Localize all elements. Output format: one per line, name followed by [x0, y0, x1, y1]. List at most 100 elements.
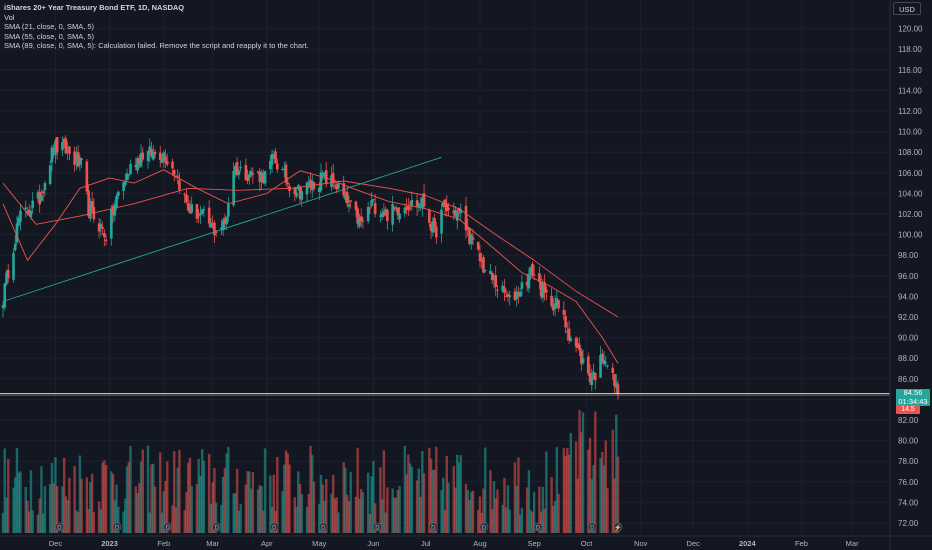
- legend-sma55[interactable]: SMA (55, close, 0, SMA, 5): [4, 31, 95, 41]
- candle: [146, 150, 150, 169]
- candle-body: [6, 270, 10, 279]
- candle: [276, 158, 279, 173]
- candle: [403, 203, 407, 218]
- candle: [307, 176, 311, 189]
- candle: [269, 155, 272, 175]
- candle: [40, 189, 43, 203]
- volume-bar: [153, 486, 157, 533]
- candle: [298, 184, 302, 204]
- volume-bar: [342, 462, 345, 533]
- dividend-label: D: [536, 526, 541, 532]
- candle-body: [366, 207, 370, 222]
- candle: [482, 255, 485, 274]
- volume-bar: [159, 452, 162, 533]
- volume-bar: [372, 460, 375, 533]
- candle-body: [124, 180, 127, 185]
- volume-bar: [403, 445, 407, 533]
- legend-symbol[interactable]: iShares 20+ Year Treasury Bond ETF, 1D, …: [4, 3, 185, 12]
- volume-bar: [61, 486, 64, 533]
- candle-body: [3, 283, 7, 308]
- candle-body: [232, 170, 235, 206]
- volume-bar: [176, 467, 179, 533]
- candle: [111, 202, 115, 224]
- candle-body: [68, 146, 71, 154]
- candle: [234, 163, 237, 178]
- candle-body: [164, 156, 167, 163]
- currency-button[interactable]: USD: [893, 2, 921, 15]
- volume-bar: [321, 484, 324, 533]
- time-tick-label: Jul: [421, 539, 431, 548]
- volume-bar: [28, 511, 31, 533]
- legend-sma21[interactable]: SMA (21, close, 0, SMA, 5): [4, 22, 95, 32]
- candle-body: [41, 191, 45, 194]
- candle-body: [428, 210, 431, 223]
- dividend-icon: [533, 522, 543, 532]
- candle-body: [104, 239, 108, 241]
- candle: [359, 208, 363, 228]
- volume-bar: [85, 477, 89, 533]
- candle-body: [188, 207, 192, 214]
- volume-bar: [366, 472, 370, 533]
- candle-body: [602, 359, 606, 365]
- candle: [90, 192, 94, 213]
- candle-body: [89, 204, 92, 219]
- candle-body: [17, 217, 21, 226]
- legend-vol[interactable]: Vol: [4, 12, 15, 22]
- dividend-marker: D: [428, 522, 438, 532]
- volume-bar: [48, 483, 52, 533]
- candle-body: [347, 204, 351, 207]
- candle: [501, 281, 504, 293]
- candle-body: [270, 153, 274, 165]
- volume-bar: [50, 463, 54, 533]
- candle-body: [550, 295, 553, 307]
- candle-body: [99, 224, 103, 228]
- candle-body: [251, 173, 255, 175]
- candle: [319, 163, 323, 194]
- volume-bar: [239, 503, 242, 533]
- candle-body: [139, 153, 143, 167]
- candle-body: [263, 171, 267, 184]
- candle-body: [85, 161, 89, 192]
- candle: [494, 266, 497, 296]
- candle: [188, 200, 192, 214]
- dividend-icon: [318, 522, 328, 532]
- volume-bar: [197, 458, 200, 533]
- candle: [394, 204, 398, 212]
- volume-bar: [66, 499, 69, 533]
- candle-body: [552, 306, 555, 311]
- candle: [64, 135, 68, 155]
- legend-sma89[interactable]: SMA (89, close, 0, SMA, 5): Calculation …: [4, 41, 309, 51]
- price-tick-label: 100.00: [898, 231, 923, 240]
- candle-body: [101, 227, 104, 229]
- candle-body: [244, 164, 248, 181]
- volume-bar: [581, 412, 585, 533]
- candle: [202, 205, 206, 218]
- candle-body: [111, 206, 115, 215]
- volume-bar: [398, 485, 401, 533]
- candle-body: [476, 241, 480, 250]
- volume-bar: [356, 447, 359, 533]
- time-tick-label: Sep: [527, 539, 540, 548]
- candle-body: [12, 252, 15, 280]
- volume-bar: [31, 510, 34, 533]
- candle: [62, 136, 66, 148]
- candle-body: [452, 210, 456, 214]
- candle-body: [24, 207, 28, 210]
- candle: [515, 285, 518, 307]
- candle-body: [373, 202, 377, 215]
- candle-body: [359, 216, 363, 222]
- volume-bar: [508, 509, 511, 533]
- volume-bar: [232, 493, 235, 533]
- volume-bar: [150, 464, 153, 533]
- candle: [466, 218, 470, 237]
- candle: [415, 193, 419, 217]
- candle: [50, 144, 54, 172]
- candle-body: [26, 210, 29, 214]
- candle: [476, 241, 480, 252]
- volume-bar: [305, 506, 309, 533]
- candle: [428, 208, 431, 228]
- volume-bar: [152, 463, 155, 533]
- price-tick-label: 86.00: [898, 375, 919, 384]
- volume-bar: [359, 489, 363, 533]
